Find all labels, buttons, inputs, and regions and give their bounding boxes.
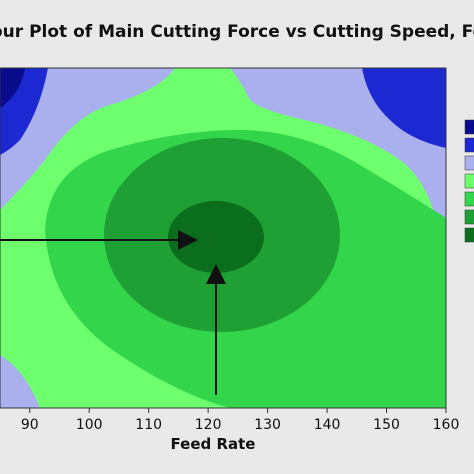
x-tick-label: 100 [76,417,103,433]
legend-swatch-2 [464,137,474,153]
contour-band-lavender-bottom-left [0,355,40,408]
contour-band-lavender-left [0,68,175,210]
legend-swatch-5 [464,191,474,207]
annotations [0,230,226,395]
contour-band-blue-topright [362,68,446,148]
plot-frame [0,67,447,409]
x-tick-label: 140 [314,417,341,433]
legend-swatch-7 [464,227,474,243]
x-axis: 90 100 110 120 130 140 150 160 [21,408,460,433]
x-tick-label: 120 [195,417,222,433]
x-tick-label: 130 [254,417,281,433]
x-tick-label: 150 [373,417,400,433]
x-tick-label: 160 [433,417,460,433]
contour-band-navy-topleft [0,68,25,108]
legend-swatch-4 [464,173,474,189]
legend [464,119,474,243]
legend-swatch-6 [464,209,474,225]
chart-title: our Plot of Main Cutting Force vs Cuttin… [0,22,474,42]
x-axis-label: Feed Rate [171,435,256,453]
x-tick-label: 90 [21,417,39,433]
contour-band-dark-green [168,201,264,273]
x-tick-label: 110 [135,417,162,433]
legend-swatch-1 [464,119,474,135]
legend-swatch-3 [464,155,474,171]
